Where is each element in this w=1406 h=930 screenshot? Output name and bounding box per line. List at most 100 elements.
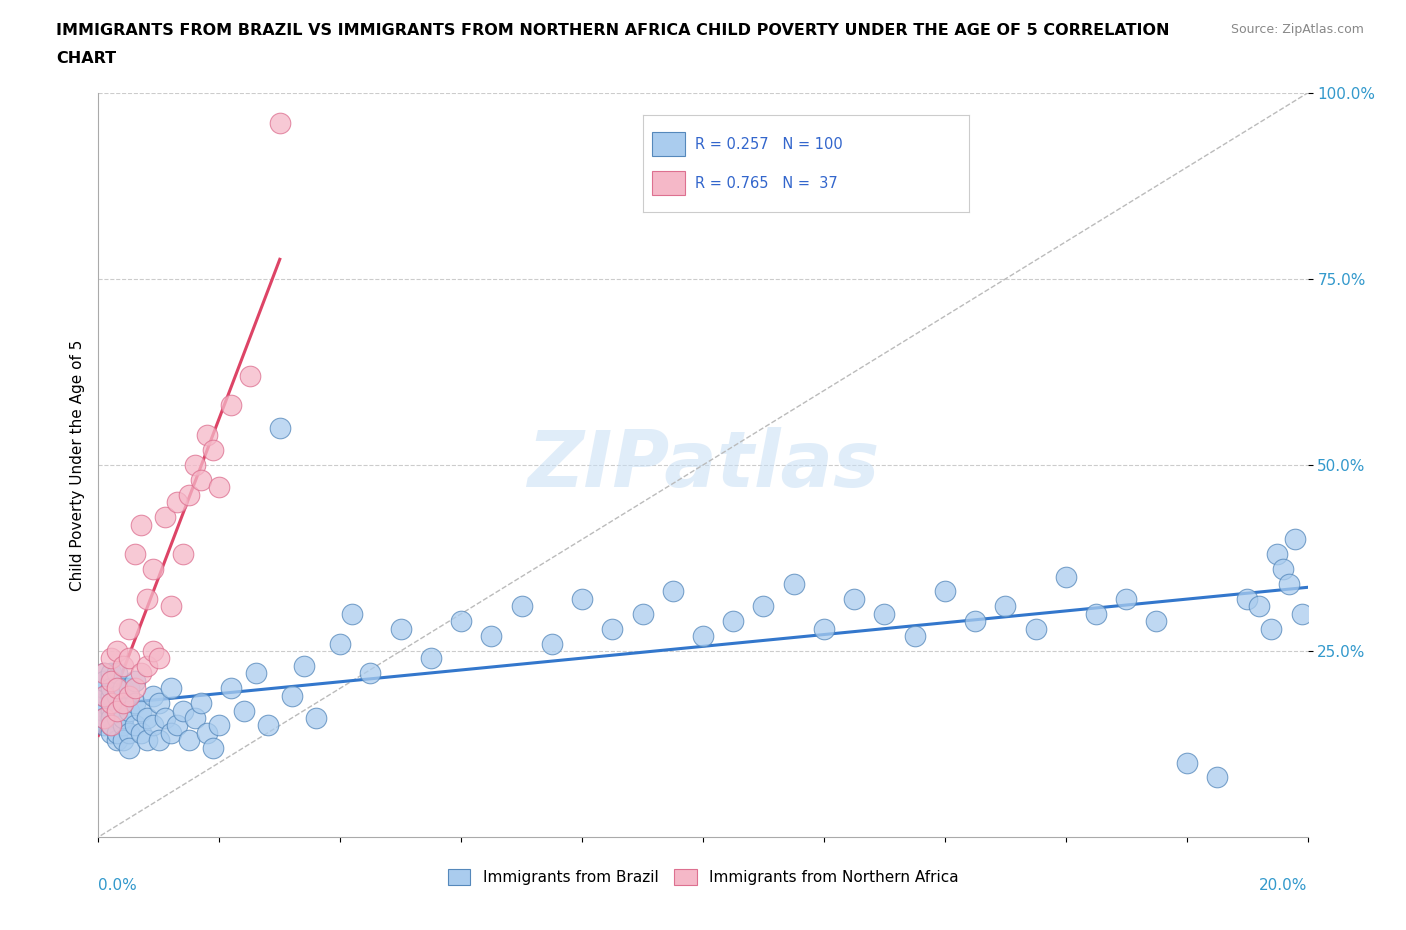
Point xyxy=(160,599,183,614)
Point xyxy=(190,696,212,711)
Point xyxy=(93,718,115,733)
Point xyxy=(111,681,134,696)
Point xyxy=(93,711,115,725)
Point xyxy=(1085,606,1108,621)
Point xyxy=(221,681,243,696)
Point xyxy=(360,666,382,681)
Point xyxy=(208,718,231,733)
Point xyxy=(100,688,122,703)
Point xyxy=(269,115,291,130)
Point xyxy=(239,368,262,383)
Point xyxy=(631,606,654,621)
Point xyxy=(166,495,188,510)
Point xyxy=(1175,755,1198,770)
Point xyxy=(100,711,122,725)
Point xyxy=(100,718,122,733)
Point xyxy=(148,733,170,748)
Text: IMMIGRANTS FROM BRAZIL VS IMMIGRANTS FROM NORTHERN AFRICA CHILD POVERTY UNDER TH: IMMIGRANTS FROM BRAZIL VS IMMIGRANTS FRO… xyxy=(56,23,1170,38)
Point xyxy=(105,644,128,658)
Point xyxy=(450,614,472,629)
Point xyxy=(100,696,122,711)
Point xyxy=(179,733,201,748)
Point xyxy=(1278,577,1301,591)
Point xyxy=(93,696,115,711)
Point xyxy=(1284,532,1306,547)
Point xyxy=(129,725,152,740)
Point xyxy=(135,591,157,606)
Point xyxy=(1236,591,1258,606)
Point xyxy=(93,688,115,703)
Point xyxy=(105,666,128,681)
Point xyxy=(873,606,896,621)
Point xyxy=(934,584,956,599)
Point xyxy=(571,591,593,606)
Point xyxy=(148,651,170,666)
Point xyxy=(752,599,775,614)
Point xyxy=(965,614,987,629)
Point xyxy=(105,711,128,725)
Point xyxy=(153,510,176,525)
Point xyxy=(166,718,188,733)
Point xyxy=(232,703,254,718)
Point xyxy=(661,584,683,599)
Point xyxy=(389,621,412,636)
Point xyxy=(202,443,225,458)
Point xyxy=(111,658,134,673)
Text: CHART: CHART xyxy=(56,51,117,66)
Point xyxy=(93,688,115,703)
Point xyxy=(692,629,714,644)
Point xyxy=(723,614,745,629)
Point xyxy=(783,577,806,591)
Point xyxy=(329,636,352,651)
Point xyxy=(100,673,122,688)
Point xyxy=(93,673,115,688)
Point xyxy=(420,651,443,666)
Point xyxy=(245,666,267,681)
Point xyxy=(135,711,157,725)
Point xyxy=(100,703,122,718)
Point xyxy=(195,428,218,443)
Point xyxy=(1024,621,1046,636)
Point xyxy=(269,420,291,435)
Point xyxy=(118,725,141,740)
Point xyxy=(118,703,141,718)
Point xyxy=(100,718,122,733)
Point xyxy=(602,621,624,636)
Point xyxy=(100,666,122,681)
Point xyxy=(1267,547,1289,562)
Text: 20.0%: 20.0% xyxy=(1260,878,1308,893)
Point xyxy=(93,666,115,681)
Point xyxy=(342,606,364,621)
Point xyxy=(135,733,157,748)
Point xyxy=(202,740,225,755)
Point xyxy=(118,651,141,666)
Point xyxy=(305,711,328,725)
Point xyxy=(105,733,128,748)
Point xyxy=(153,711,176,725)
Point xyxy=(105,725,128,740)
Point xyxy=(129,666,152,681)
Point xyxy=(105,688,128,703)
Point xyxy=(124,681,146,696)
Text: ZIPatlas: ZIPatlas xyxy=(527,427,879,503)
Point xyxy=(111,696,134,711)
Point xyxy=(190,472,212,487)
Y-axis label: Child Poverty Under the Age of 5: Child Poverty Under the Age of 5 xyxy=(69,339,84,591)
Point xyxy=(100,696,122,711)
Point xyxy=(118,621,141,636)
Point xyxy=(124,547,146,562)
Point xyxy=(184,458,207,472)
Point xyxy=(994,599,1017,614)
Point xyxy=(1115,591,1137,606)
Point xyxy=(93,681,115,696)
Text: 0.0%: 0.0% xyxy=(98,878,138,893)
Point xyxy=(172,703,194,718)
Point xyxy=(1206,770,1229,785)
Point xyxy=(221,398,243,413)
Point xyxy=(142,688,165,703)
Point xyxy=(184,711,207,725)
Point xyxy=(124,696,146,711)
Point xyxy=(142,718,165,733)
Point xyxy=(510,599,533,614)
Point xyxy=(142,644,165,658)
